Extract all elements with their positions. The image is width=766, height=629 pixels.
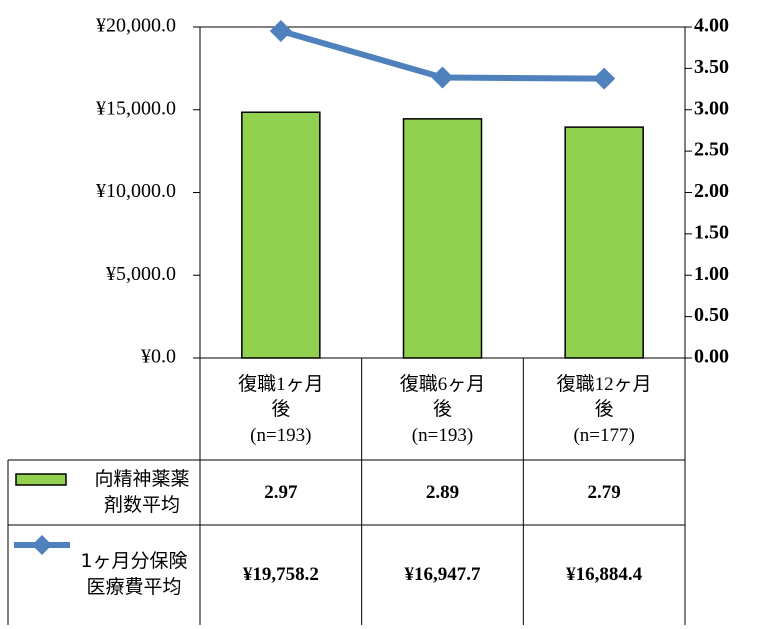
- marker: [269, 20, 292, 43]
- table-value: 2.97: [264, 481, 298, 503]
- bar: [402, 118, 483, 359]
- y2-tick-label: 0.00: [694, 346, 729, 368]
- y2-tick-label: 2.00: [694, 180, 729, 202]
- category-label: 復職1ヶ月後 (n=193): [238, 373, 324, 446]
- bar: [241, 111, 321, 359]
- table-value: 2.89: [425, 481, 460, 503]
- marker: [431, 66, 454, 89]
- marker: [593, 67, 616, 90]
- category-label: 復職12ヶ月後 (n=177): [556, 373, 652, 446]
- table-value: 2.79: [587, 481, 621, 503]
- y2-tick-label: 0.50: [694, 304, 729, 326]
- table-value: ¥16,884.4: [566, 564, 643, 586]
- y2-tick-label: 4.00: [694, 15, 729, 37]
- y-tick-label: ¥15,000.0: [96, 97, 176, 119]
- y-tick-label: ¥10,000.0: [96, 180, 176, 202]
- y-tick-label: ¥0.0: [141, 346, 176, 368]
- bar: [564, 126, 644, 359]
- y-tick-label: ¥5,000.0: [106, 263, 176, 285]
- y-tick-label: ¥20,000.0: [96, 15, 176, 37]
- legend-label: 向精神薬薬剤数平均: [94, 467, 190, 516]
- legend-marker: [32, 535, 52, 555]
- y2-tick-label: 1.00: [694, 263, 729, 285]
- y2-tick-label: 3.50: [694, 56, 729, 78]
- legend-swatch: [15, 473, 67, 486]
- legend-label: 1ヶ月分保険医療費平均: [80, 550, 188, 598]
- table-value: ¥16,947.7: [404, 564, 481, 586]
- y2-tick-label: 2.50: [694, 139, 729, 161]
- table-value: ¥19,758.2: [242, 564, 319, 586]
- y2-tick-label: 1.50: [694, 221, 729, 243]
- y2-tick-label: 3.00: [694, 97, 729, 119]
- category-label: 復職6ヶ月後 (n=193): [399, 373, 486, 446]
